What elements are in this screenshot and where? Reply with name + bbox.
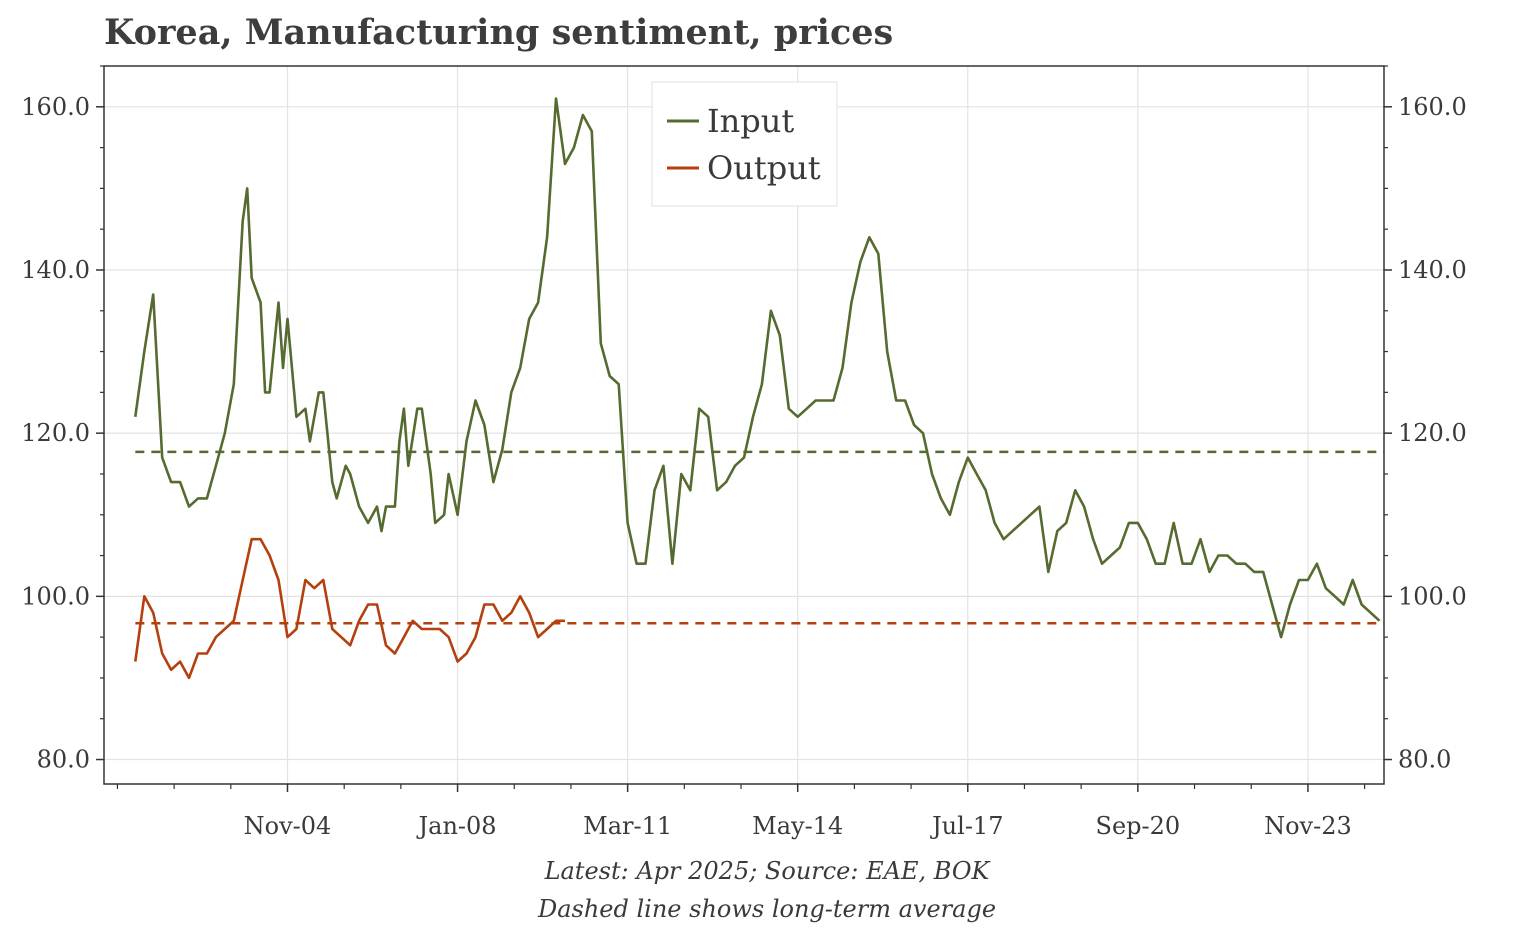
y-tick-label: 140.0: [21, 256, 90, 284]
y-tick-label-right: 100.0: [1398, 582, 1467, 610]
footer-note: Dashed line shows long-term average: [537, 895, 997, 923]
legend: Input Output: [651, 81, 838, 207]
line-chart: 80.0 100.0 120.0 140.0 160.0 80.0 100.0 120.0 1…: [21, 65, 1467, 840]
x-axis: Nov-04 Jan-08 Mar-11 May-14 Jul-17 Sep-20 Nov-…: [116, 784, 1366, 840]
x-tick-label: Jul-17: [929, 812, 1003, 840]
y-tick-label-right: 140.0: [1398, 256, 1467, 284]
y-tick-label: 80.0: [37, 746, 90, 774]
chart-footer: Latest: Apr 2025; Source: EAE, BOK Dashe…: [0, 852, 1534, 928]
x-tick-label: Nov-23: [1264, 812, 1352, 840]
y-axis-right: 80.0 100.0 120.0 140.0 160.0: [1384, 65, 1467, 774]
x-tick-label: Nov-04: [244, 812, 332, 840]
y-tick-label-right: 120.0: [1398, 419, 1467, 447]
average-lines: [135, 450, 1384, 625]
y-tick-label-right: 160.0: [1398, 93, 1467, 121]
y-tick-label-right: 80.0: [1398, 746, 1451, 774]
y-tick-label: 100.0: [21, 582, 90, 610]
chart-title: Korea, Manufacturing sentiment, prices: [104, 12, 894, 53]
x-tick-label: Jan-08: [416, 812, 497, 840]
y-tick-label: 160.0: [21, 93, 90, 121]
x-tick-label: Mar-11: [583, 812, 672, 840]
footer-source: Latest: Apr 2025; Source: EAE, BOK: [544, 857, 990, 885]
legend-label-input: Input: [707, 102, 794, 140]
series-line-output: [134, 537, 565, 680]
legend-label-output: Output: [707, 149, 821, 187]
plot-frame: [103, 65, 1385, 785]
x-tick-label: Sep-20: [1096, 812, 1181, 840]
y-tick-label: 120.0: [21, 419, 90, 447]
series-line-input: [134, 97, 1381, 639]
y-axis-left: 80.0 100.0 120.0 140.0 160.0: [21, 65, 104, 774]
series-lines: [134, 97, 1381, 680]
legend-box: [651, 81, 838, 207]
x-tick-label: May-14: [752, 812, 843, 840]
